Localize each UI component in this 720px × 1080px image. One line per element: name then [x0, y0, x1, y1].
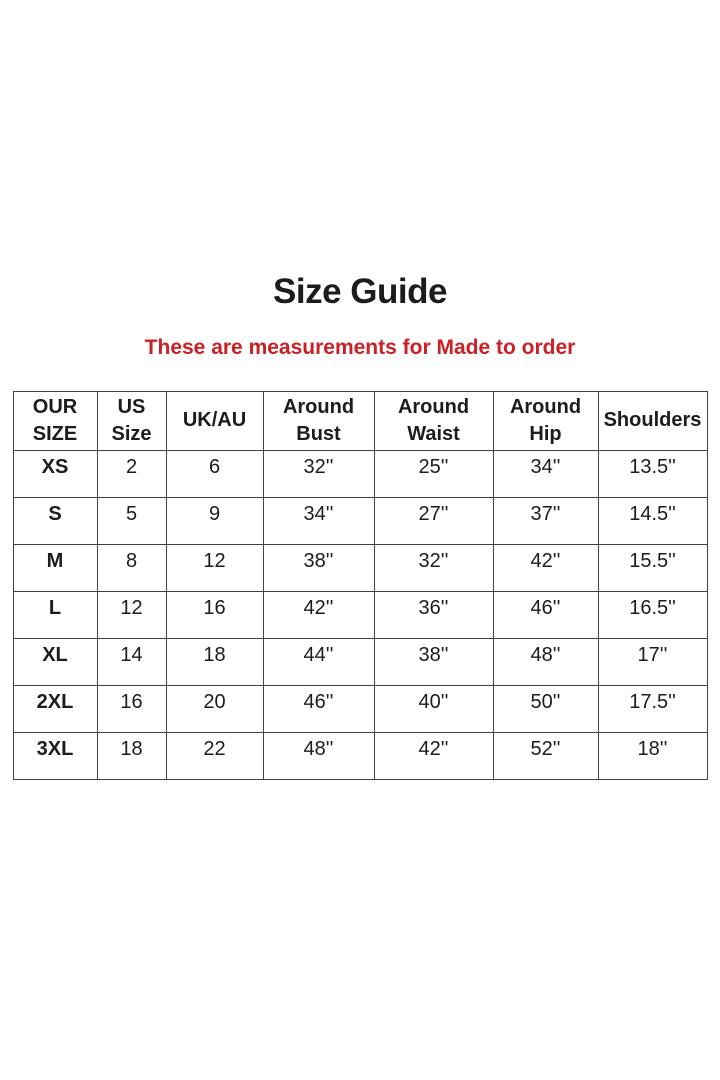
measurement-cell: 42''	[492, 543, 599, 592]
column-header: UK/AU	[165, 390, 264, 451]
measurement-cell: 16	[165, 590, 264, 639]
measurement-cell: 36''	[373, 590, 494, 639]
measurement-cell: 8	[96, 543, 167, 592]
size-label-cell: M	[12, 543, 98, 592]
measurement-cell: 14.5''	[597, 496, 708, 545]
table-body: XS 2 6 32'' 25'' 34'' 13.5'' S 5 9 34'' 27'' 37'' 14.…	[12, 449, 708, 780]
measurement-cell: 16	[96, 684, 167, 733]
page-title: Size Guide	[273, 272, 447, 311]
table-row: L 12 16 42'' 36'' 46'' 16.5''	[12, 590, 708, 639]
measurement-cell: 20	[165, 684, 264, 733]
measurement-cell: 37''	[492, 496, 599, 545]
measurement-cell: 34''	[492, 449, 599, 498]
column-header: US Size	[96, 390, 167, 451]
column-header: Around Waist	[373, 390, 494, 451]
measurement-cell: 5	[96, 496, 167, 545]
table-row: S 5 9 34'' 27'' 37'' 14.5''	[12, 496, 708, 545]
measurement-cell: 9	[165, 496, 264, 545]
measurement-cell: 2	[96, 449, 167, 498]
table-row: 3XL 18 22 48'' 42'' 52'' 18''	[12, 731, 708, 780]
measurement-cell: 32''	[373, 543, 494, 592]
measurement-cell: 18''	[597, 731, 708, 780]
table-row: XL 14 18 44'' 38'' 48'' 17''	[12, 637, 708, 686]
measurement-cell: 22	[165, 731, 264, 780]
measurement-cell: 27''	[373, 496, 494, 545]
size-label-cell: S	[12, 496, 98, 545]
page-subtitle: These are measurements for Made to order	[144, 335, 576, 359]
measurement-cell: 40''	[373, 684, 494, 733]
measurement-cell: 50''	[492, 684, 599, 733]
measurement-cell: 15.5''	[597, 543, 708, 592]
measurement-cell: 18	[165, 637, 264, 686]
header-row: OUR SIZE US Size UK/AU Around Bust Around Wa…	[12, 390, 708, 451]
size-label-cell: 3XL	[12, 731, 98, 780]
size-label-cell: XS	[12, 449, 98, 498]
measurement-cell: 14	[96, 637, 167, 686]
measurement-cell: 38''	[262, 543, 375, 592]
column-header: Around Bust	[262, 390, 375, 451]
column-header: Shoulders	[597, 390, 708, 451]
measurement-cell: 48''	[492, 637, 599, 686]
size-label-cell: XL	[12, 637, 98, 686]
measurement-cell: 52''	[492, 731, 599, 780]
measurement-cell: 46''	[492, 590, 599, 639]
measurement-cell: 42''	[262, 590, 375, 639]
measurement-cell: 48''	[262, 731, 375, 780]
size-label-cell: L	[12, 590, 98, 639]
measurement-cell: 42''	[373, 731, 494, 780]
measurement-cell: 12	[165, 543, 264, 592]
size-table: OUR SIZE US Size UK/AU Around Bust Around Wa…	[12, 390, 708, 780]
column-header: Around Hip	[492, 390, 599, 451]
measurement-cell: 17.5''	[597, 684, 708, 733]
measurement-cell: 38''	[373, 637, 494, 686]
measurement-cell: 25''	[373, 449, 494, 498]
table-row: 2XL 16 20 46'' 40'' 50'' 17.5''	[12, 684, 708, 733]
measurement-cell: 34''	[262, 496, 375, 545]
measurement-cell: 16.5''	[597, 590, 708, 639]
measurement-cell: 46''	[262, 684, 375, 733]
measurement-cell: 17''	[597, 637, 708, 686]
measurement-cell: 44''	[262, 637, 375, 686]
measurement-cell: 6	[165, 449, 264, 498]
measurement-cell: 13.5''	[597, 449, 708, 498]
measurement-cell: 32''	[262, 449, 375, 498]
measurement-cell: 12	[96, 590, 167, 639]
table-row: M 8 12 38'' 32'' 42'' 15.5''	[12, 543, 708, 592]
column-header: OUR SIZE	[12, 390, 98, 451]
table-row: XS 2 6 32'' 25'' 34'' 13.5''	[12, 449, 708, 498]
measurement-cell: 18	[96, 731, 167, 780]
size-label-cell: 2XL	[12, 684, 98, 733]
